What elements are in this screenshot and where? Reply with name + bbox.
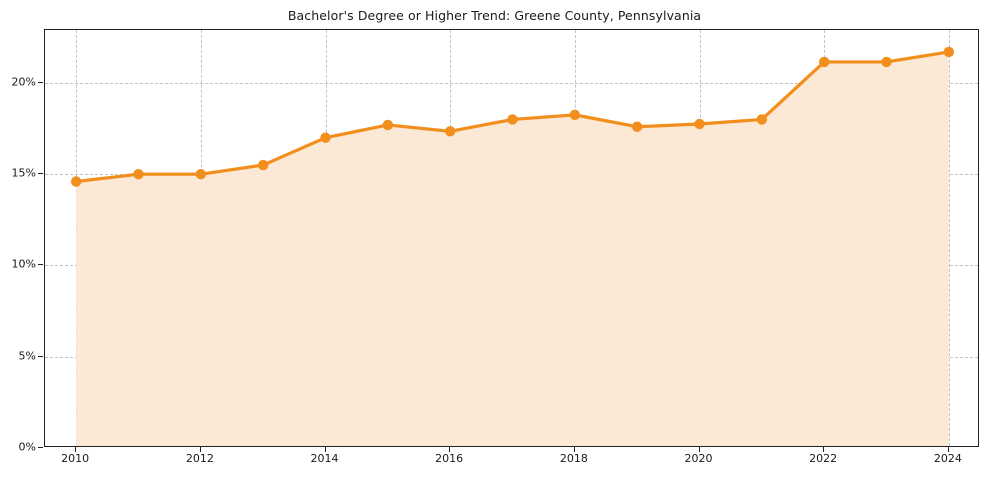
data-point-marker <box>756 114 768 125</box>
data-point-marker <box>881 56 892 68</box>
data-point-marker <box>943 46 955 58</box>
data-point-marker <box>320 132 331 143</box>
x-axis-tick-label: 2012 <box>185 452 214 465</box>
data-point-marker <box>631 121 643 132</box>
line-series-graphic <box>70 46 955 446</box>
data-point-marker <box>195 169 207 180</box>
data-point-marker <box>507 114 518 125</box>
y-axis-tick-label: 20% <box>11 75 36 89</box>
x-axis-tick-labels: 2010 2012 2014 2016 2018 2020 2022 2024 <box>44 452 979 472</box>
area-fill-path <box>76 51 949 446</box>
data-point-marker <box>694 118 705 130</box>
data-point-marker <box>133 169 144 180</box>
x-axis-tick-mark <box>75 447 77 452</box>
y-axis-tick-label: 0% <box>18 440 36 454</box>
y-axis-tick-mark <box>38 264 43 266</box>
data-point-marker <box>569 109 581 121</box>
y-axis-tick-mark <box>38 81 43 83</box>
y-axis-tick-label: 15% <box>11 166 36 180</box>
x-axis-tick-label: 2010 <box>61 452 90 465</box>
data-point-marker <box>70 176 82 187</box>
data-point-marker <box>818 56 830 68</box>
x-axis-tick-label: 2016 <box>435 452 464 465</box>
x-axis-tick-label: 2022 <box>809 452 838 465</box>
chart-title: Bachelor's Degree or Higher Trend: Green… <box>287 8 702 23</box>
x-axis-tick-mark <box>823 447 825 452</box>
x-axis-tick-mark <box>449 447 451 452</box>
x-axis-tick-label: 2014 <box>310 452 339 465</box>
x-axis-tick-mark <box>199 447 201 452</box>
data-point-marker <box>444 126 456 137</box>
y-axis-tick-label: 10% <box>11 257 36 271</box>
x-axis-tick-mark <box>324 447 326 452</box>
data-point-marker <box>382 119 394 131</box>
data-point-marker <box>257 159 269 171</box>
x-axis-tick-label: 2018 <box>559 452 588 465</box>
y-axis-tick-mark <box>38 447 43 448</box>
y-axis-tick-mark <box>38 173 43 175</box>
x-axis-tick-label: 2020 <box>684 452 713 465</box>
y-axis-tick-mark <box>38 355 43 357</box>
gridline-horizontal <box>45 82 978 84</box>
plot-area <box>44 29 979 447</box>
x-axis-tick-mark <box>698 447 700 452</box>
y-axis-tick-labels: 0% 5% 10% 15% 20% <box>0 29 36 453</box>
y-axis-tick-label: 5% <box>18 349 36 363</box>
x-axis-tick-label: 2024 <box>933 452 962 465</box>
data-point-markers <box>70 46 955 187</box>
x-axis-tick-mark <box>573 447 575 452</box>
gridline-vertical <box>948 30 950 446</box>
x-axis-tick-mark <box>947 447 949 452</box>
